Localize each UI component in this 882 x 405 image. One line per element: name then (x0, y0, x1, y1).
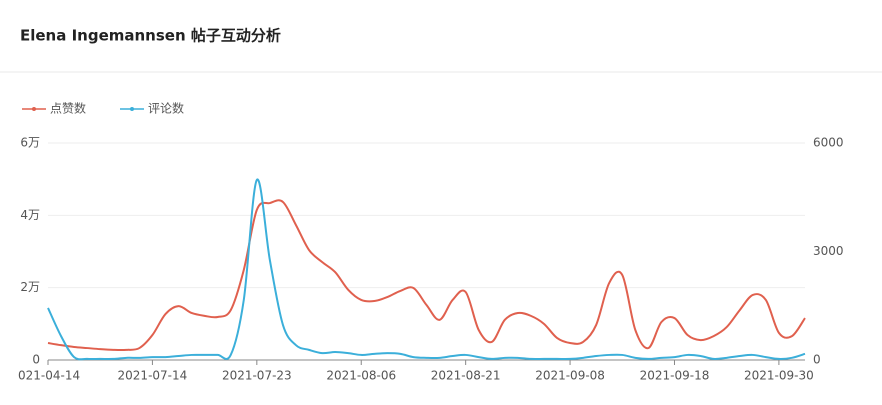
y2-tick-label: 3000 (813, 244, 844, 258)
y2-tick-label: 0 (813, 353, 821, 367)
legend-label: 评论数 (148, 101, 184, 116)
x-tick-label: 2021-07-23 (222, 369, 292, 383)
series-line (47, 178, 806, 361)
legend-marker (32, 107, 36, 111)
y-tick-label: 6万 (20, 136, 40, 150)
y2-tick-label: 6000 (813, 136, 844, 150)
series-line (47, 199, 806, 352)
chart-title: Elena Ingemannsen 帖子互动分析 (20, 27, 281, 45)
x-tick-label: 2021-07-14 (118, 369, 188, 383)
legend-marker (130, 107, 134, 111)
x-tick-label: 2021-09-18 (640, 369, 710, 383)
x-tick-label: 2021-08-21 (431, 369, 501, 383)
legend-label: 点赞数 (50, 101, 86, 116)
x-tick-label: 2021-09-30 (744, 369, 814, 383)
y-tick-label: 2万 (20, 280, 40, 294)
x-tick-label: 2021-08-06 (326, 369, 396, 383)
x-tick-label: 2021-09-08 (535, 369, 605, 383)
x-tick-label: 021-04-14 (18, 369, 80, 383)
y-tick-label: 0 (32, 353, 40, 367)
y-tick-label: 4万 (20, 208, 40, 222)
